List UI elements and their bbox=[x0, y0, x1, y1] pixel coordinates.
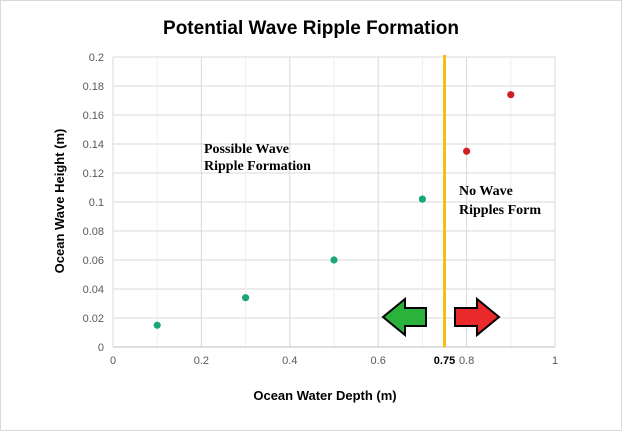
y-tick-label: 0.02 bbox=[83, 313, 104, 325]
x-tick-label: 0.75 bbox=[434, 355, 455, 367]
y-tick-label: 0.18 bbox=[83, 81, 104, 93]
x-tick-label: 0.6 bbox=[371, 355, 386, 367]
y-tick-label: 0.06 bbox=[83, 255, 104, 267]
y-tick-label: 0 bbox=[98, 342, 104, 354]
data-point-red bbox=[507, 91, 515, 99]
x-tick-label: 0.4 bbox=[282, 355, 297, 367]
right-arrow bbox=[454, 296, 501, 338]
annotations: Possible Wave Ripple Formation No Wave R… bbox=[204, 142, 541, 218]
right-region-label-line-1: No Wave bbox=[459, 184, 513, 199]
chart-title: Potential Wave Ripple Formation bbox=[163, 18, 459, 39]
x-axis-title: Ocean Water Depth (m) bbox=[253, 388, 396, 403]
x-tick-label: 1 bbox=[552, 355, 558, 367]
y-tick-label: 0.1 bbox=[89, 197, 104, 209]
y-tick-label: 0.16 bbox=[83, 110, 104, 122]
y-tick-label: 0.2 bbox=[89, 52, 104, 64]
y-tick-label: 0.14 bbox=[83, 139, 104, 151]
x-tick-label: 0 bbox=[110, 355, 116, 367]
left-region-label-line-2: Ripple Formation bbox=[204, 159, 311, 174]
data-point-green bbox=[242, 294, 250, 302]
y-tick-label: 0.08 bbox=[83, 226, 104, 238]
x-tick-label: 0.2 bbox=[194, 355, 209, 367]
data-point-red bbox=[463, 147, 471, 155]
y-tick-label: 0.04 bbox=[83, 284, 104, 296]
data-point-green bbox=[330, 256, 338, 264]
left-arrow bbox=[381, 296, 427, 338]
right-region-label-line-2: Ripples Form bbox=[459, 203, 541, 218]
x-tick-label: 0.8 bbox=[459, 355, 474, 367]
y-tick-label: 0.12 bbox=[83, 168, 104, 180]
data-point-green bbox=[153, 321, 161, 329]
tick-labels: 0 0.02 0.04 0.06 0.08 0.1 0.12 0.14 0.16 0.18 0.2 0… bbox=[83, 52, 558, 367]
left-region-label-line-1: Possible Wave bbox=[204, 142, 289, 157]
y-axis-title: Ocean Wave Height (m) bbox=[52, 129, 67, 274]
data-point-green bbox=[418, 195, 426, 203]
grid-lines bbox=[112, 56, 556, 348]
data-points bbox=[153, 91, 515, 329]
